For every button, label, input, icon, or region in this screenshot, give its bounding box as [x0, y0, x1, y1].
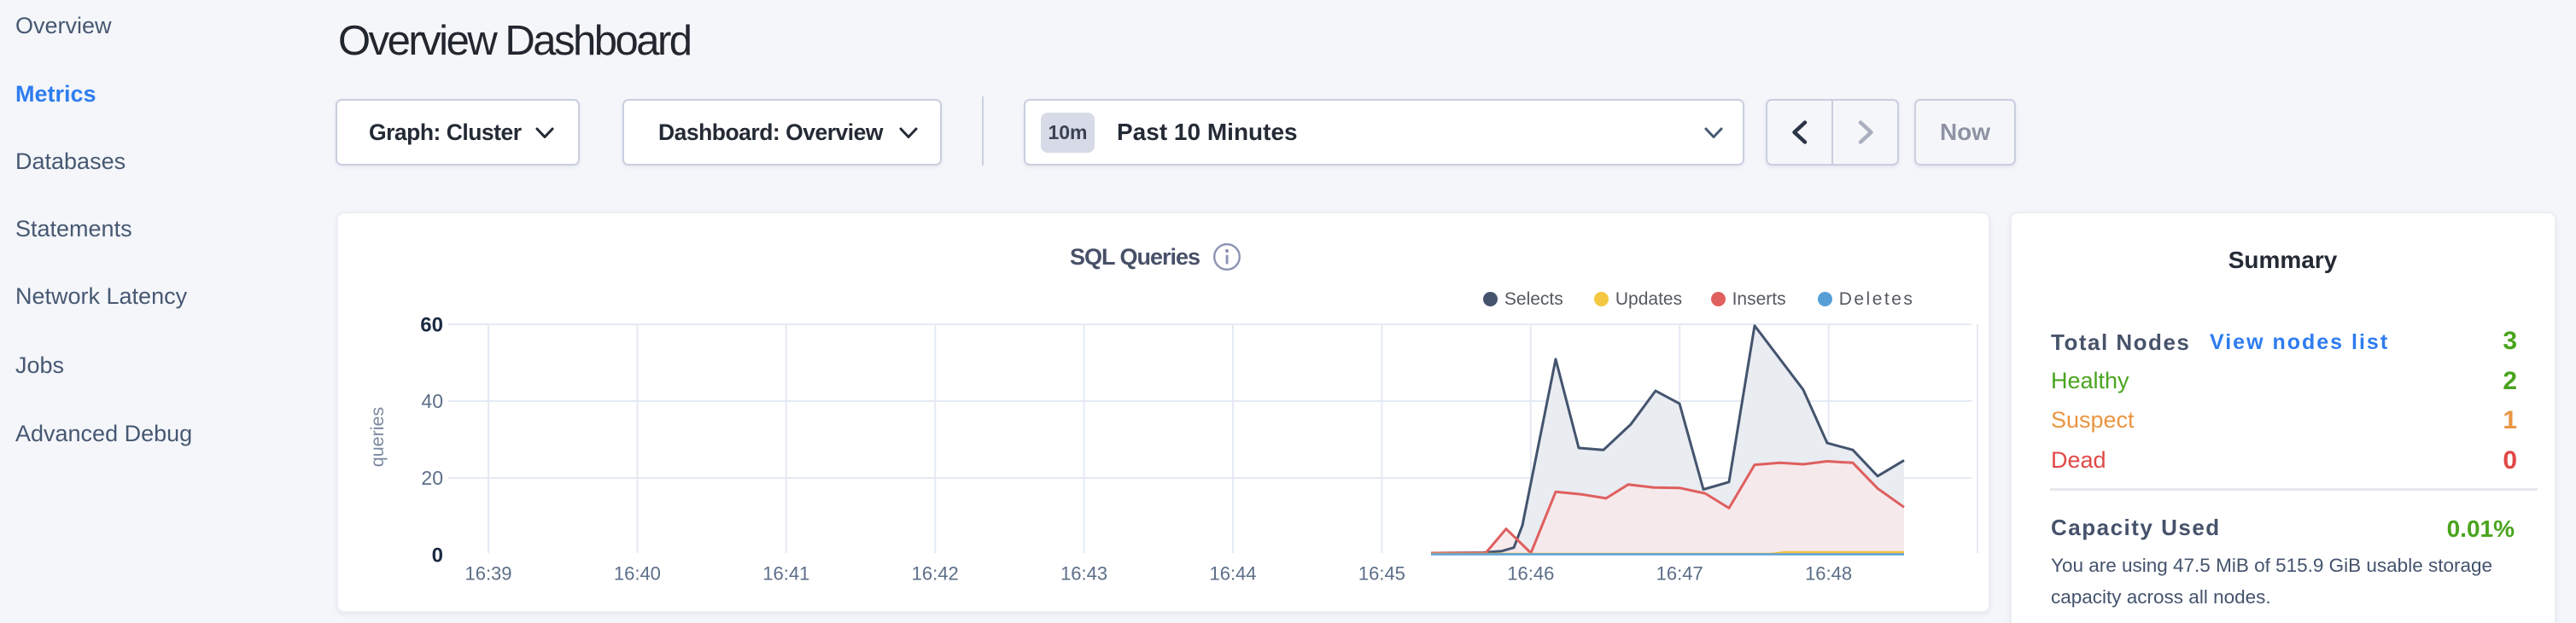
- svg-text:60: 60: [420, 313, 443, 336]
- svg-text:16:39: 16:39: [464, 563, 511, 585]
- svg-text:queries: queries: [367, 407, 388, 468]
- svg-text:16:43: 16:43: [1060, 563, 1107, 585]
- svg-text:16:46: 16:46: [1507, 563, 1554, 585]
- svg-text:16:47: 16:47: [1656, 563, 1703, 585]
- svg-text:16:42: 16:42: [912, 563, 959, 585]
- svg-text:20: 20: [421, 467, 443, 489]
- svg-text:16:41: 16:41: [762, 563, 809, 585]
- svg-text:16:40: 16:40: [614, 563, 661, 585]
- svg-text:16:48: 16:48: [1805, 563, 1852, 585]
- svg-text:16:45: 16:45: [1358, 563, 1405, 585]
- svg-text:16:44: 16:44: [1209, 563, 1256, 585]
- svg-text:0: 0: [432, 544, 443, 567]
- svg-text:40: 40: [421, 390, 443, 412]
